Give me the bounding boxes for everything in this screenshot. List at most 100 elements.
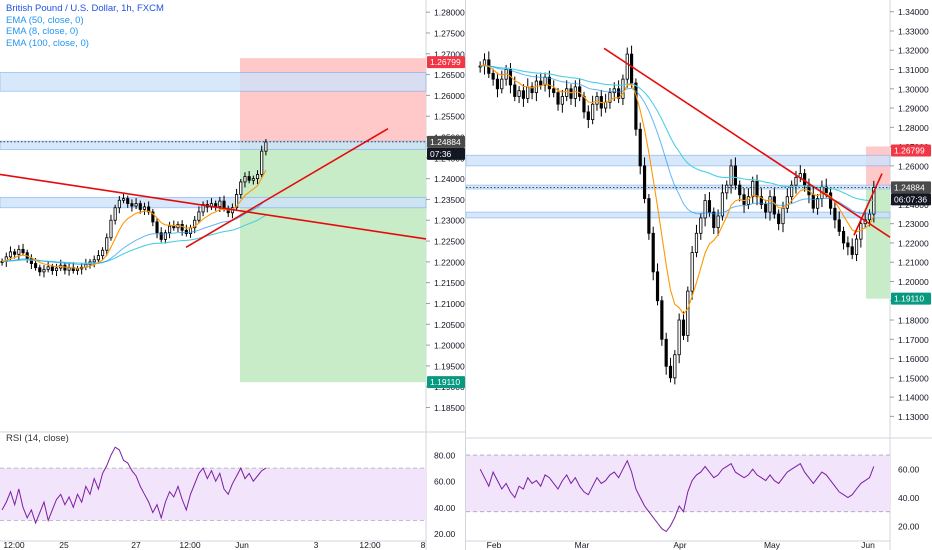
candle-body	[677, 319, 681, 356]
candle-body	[811, 194, 815, 209]
candle-body	[582, 96, 586, 113]
candle-body	[595, 96, 599, 105]
price-label-timer-text: 06:07:36	[894, 194, 927, 204]
y-tick-label: 1.31000	[898, 65, 929, 75]
candle-body	[556, 92, 560, 105]
candle-body	[75, 268, 80, 271]
candle-body	[130, 203, 134, 207]
ema-100-line	[2, 214, 267, 264]
candle-body	[552, 88, 556, 94]
y-tick-label: 1.18500	[434, 403, 465, 413]
candle-body	[46, 266, 50, 270]
candle-body	[121, 198, 126, 201]
candle-body	[155, 221, 159, 234]
y-tick-label: 1.21000	[434, 299, 465, 309]
left-chart-svg[interactable]: 1.28000 1.27500 1.27000 1.26500 1.26000 1.255…	[0, 0, 466, 550]
rsi-line	[479, 459, 875, 533]
trend-line	[185, 127, 389, 248]
take-profit-zone	[240, 141, 426, 383]
y-tick-label: 1.23000	[434, 216, 465, 226]
candle-body	[612, 88, 616, 94]
candle-body	[854, 238, 859, 255]
candle-body	[772, 196, 776, 215]
candle-body	[629, 53, 634, 84]
candle-body	[500, 78, 504, 90]
candle-body	[13, 251, 17, 255]
candle-body	[96, 255, 100, 261]
candle-body	[608, 92, 612, 103]
y-tick-label: 1.16000	[898, 354, 929, 364]
candle-body	[117, 199, 121, 209]
panel-separator[interactable]	[465, 0, 466, 550]
candle-body	[569, 88, 573, 99]
x-tick-label: Jun	[235, 540, 249, 550]
y-tick-label: 1.34000	[898, 7, 929, 17]
rsi-tick-label: 60.00	[898, 465, 920, 475]
price-label-stop-text: 1.26799	[894, 145, 925, 155]
ema-50-line	[480, 65, 874, 215]
legend-title[interactable]: British Pound / U.S. Dollar, 1h, FXCM	[6, 3, 164, 14]
y-tick-label: 1.17000	[898, 335, 929, 345]
candle-body	[751, 180, 755, 198]
candle-body	[777, 213, 781, 225]
candle-body	[218, 200, 222, 207]
candle-body	[651, 232, 655, 273]
left-chart-panel[interactable]: 1.28000 1.27500 1.27000 1.26500 1.26000 1.255…	[0, 0, 466, 550]
rsi-legend-left[interactable]: RSI (14, close)	[6, 433, 69, 444]
legend-ema-100[interactable]: EMA (100, close, 0)	[6, 37, 89, 49]
right-chart-svg[interactable]: 1.34000 1.33000 1.32000 1.31000 1.30000 1.290…	[466, 0, 932, 550]
candle-body	[517, 90, 521, 97]
candle-body	[837, 219, 841, 232]
candle-body	[712, 211, 716, 228]
candle-body	[621, 78, 625, 99]
candle-body	[29, 258, 33, 264]
candle-body	[764, 204, 768, 213]
candle-body	[34, 263, 38, 269]
sr-band	[466, 211, 891, 219]
candle-body	[664, 338, 668, 367]
y-tick-label: 1.33000	[898, 26, 929, 36]
y-tick-label: 1.20500	[434, 320, 465, 330]
candle-body	[586, 111, 590, 121]
candle-body	[707, 200, 712, 213]
x-tick-label: 12:00	[359, 540, 381, 550]
candle-body	[759, 196, 763, 205]
right-chart-panel[interactable]: 1.34000 1.33000 1.32000 1.31000 1.30000 1.290…	[466, 0, 932, 550]
price-label-timer-text: 07:36	[430, 149, 452, 159]
candle-body	[703, 200, 707, 219]
y-tick-label: 1.14000	[898, 393, 929, 403]
rsi-tick-label: 20.00	[898, 521, 920, 531]
candle-body	[785, 196, 789, 209]
candle-body	[101, 249, 105, 257]
candle-body	[142, 206, 147, 210]
x-tick-label: Jun	[861, 540, 875, 550]
rsi-tick-label: 40.00	[434, 503, 456, 513]
price-label-stop	[891, 144, 931, 157]
y-tick-label: 1.27000	[434, 49, 465, 59]
legend-ema-50[interactable]: EMA (50, close, 0)	[6, 14, 84, 26]
price-label-stop-text: 1.26799	[430, 57, 461, 67]
candle-body	[491, 72, 495, 80]
candle-body	[625, 53, 629, 80]
take-profit-zone	[866, 187, 890, 299]
y-tick-label: 1.30000	[898, 84, 929, 94]
sr-band	[0, 196, 427, 209]
x-tick-label: 25	[59, 540, 69, 550]
candle-body	[634, 82, 638, 130]
candle-body	[668, 365, 673, 379]
candle-body	[846, 242, 850, 248]
price-label-target-text: 1.19110	[894, 294, 924, 304]
candle-body	[495, 78, 500, 90]
trend-line	[0, 173, 427, 240]
stop-loss-zone	[240, 58, 426, 142]
y-tick-label: 1.26500	[434, 70, 465, 80]
candle-body	[660, 300, 664, 340]
candle-body	[21, 248, 25, 254]
x-tick-label: Feb	[487, 540, 502, 550]
legend-ema-8[interactable]: EMA (8, close, 0)	[6, 26, 79, 37]
rsi-band	[466, 455, 890, 512]
candle-body	[184, 229, 188, 234]
x-tick-label: Apr	[673, 540, 686, 550]
y-tick-label: 1.20000	[898, 277, 929, 287]
candle-body	[725, 184, 729, 194]
